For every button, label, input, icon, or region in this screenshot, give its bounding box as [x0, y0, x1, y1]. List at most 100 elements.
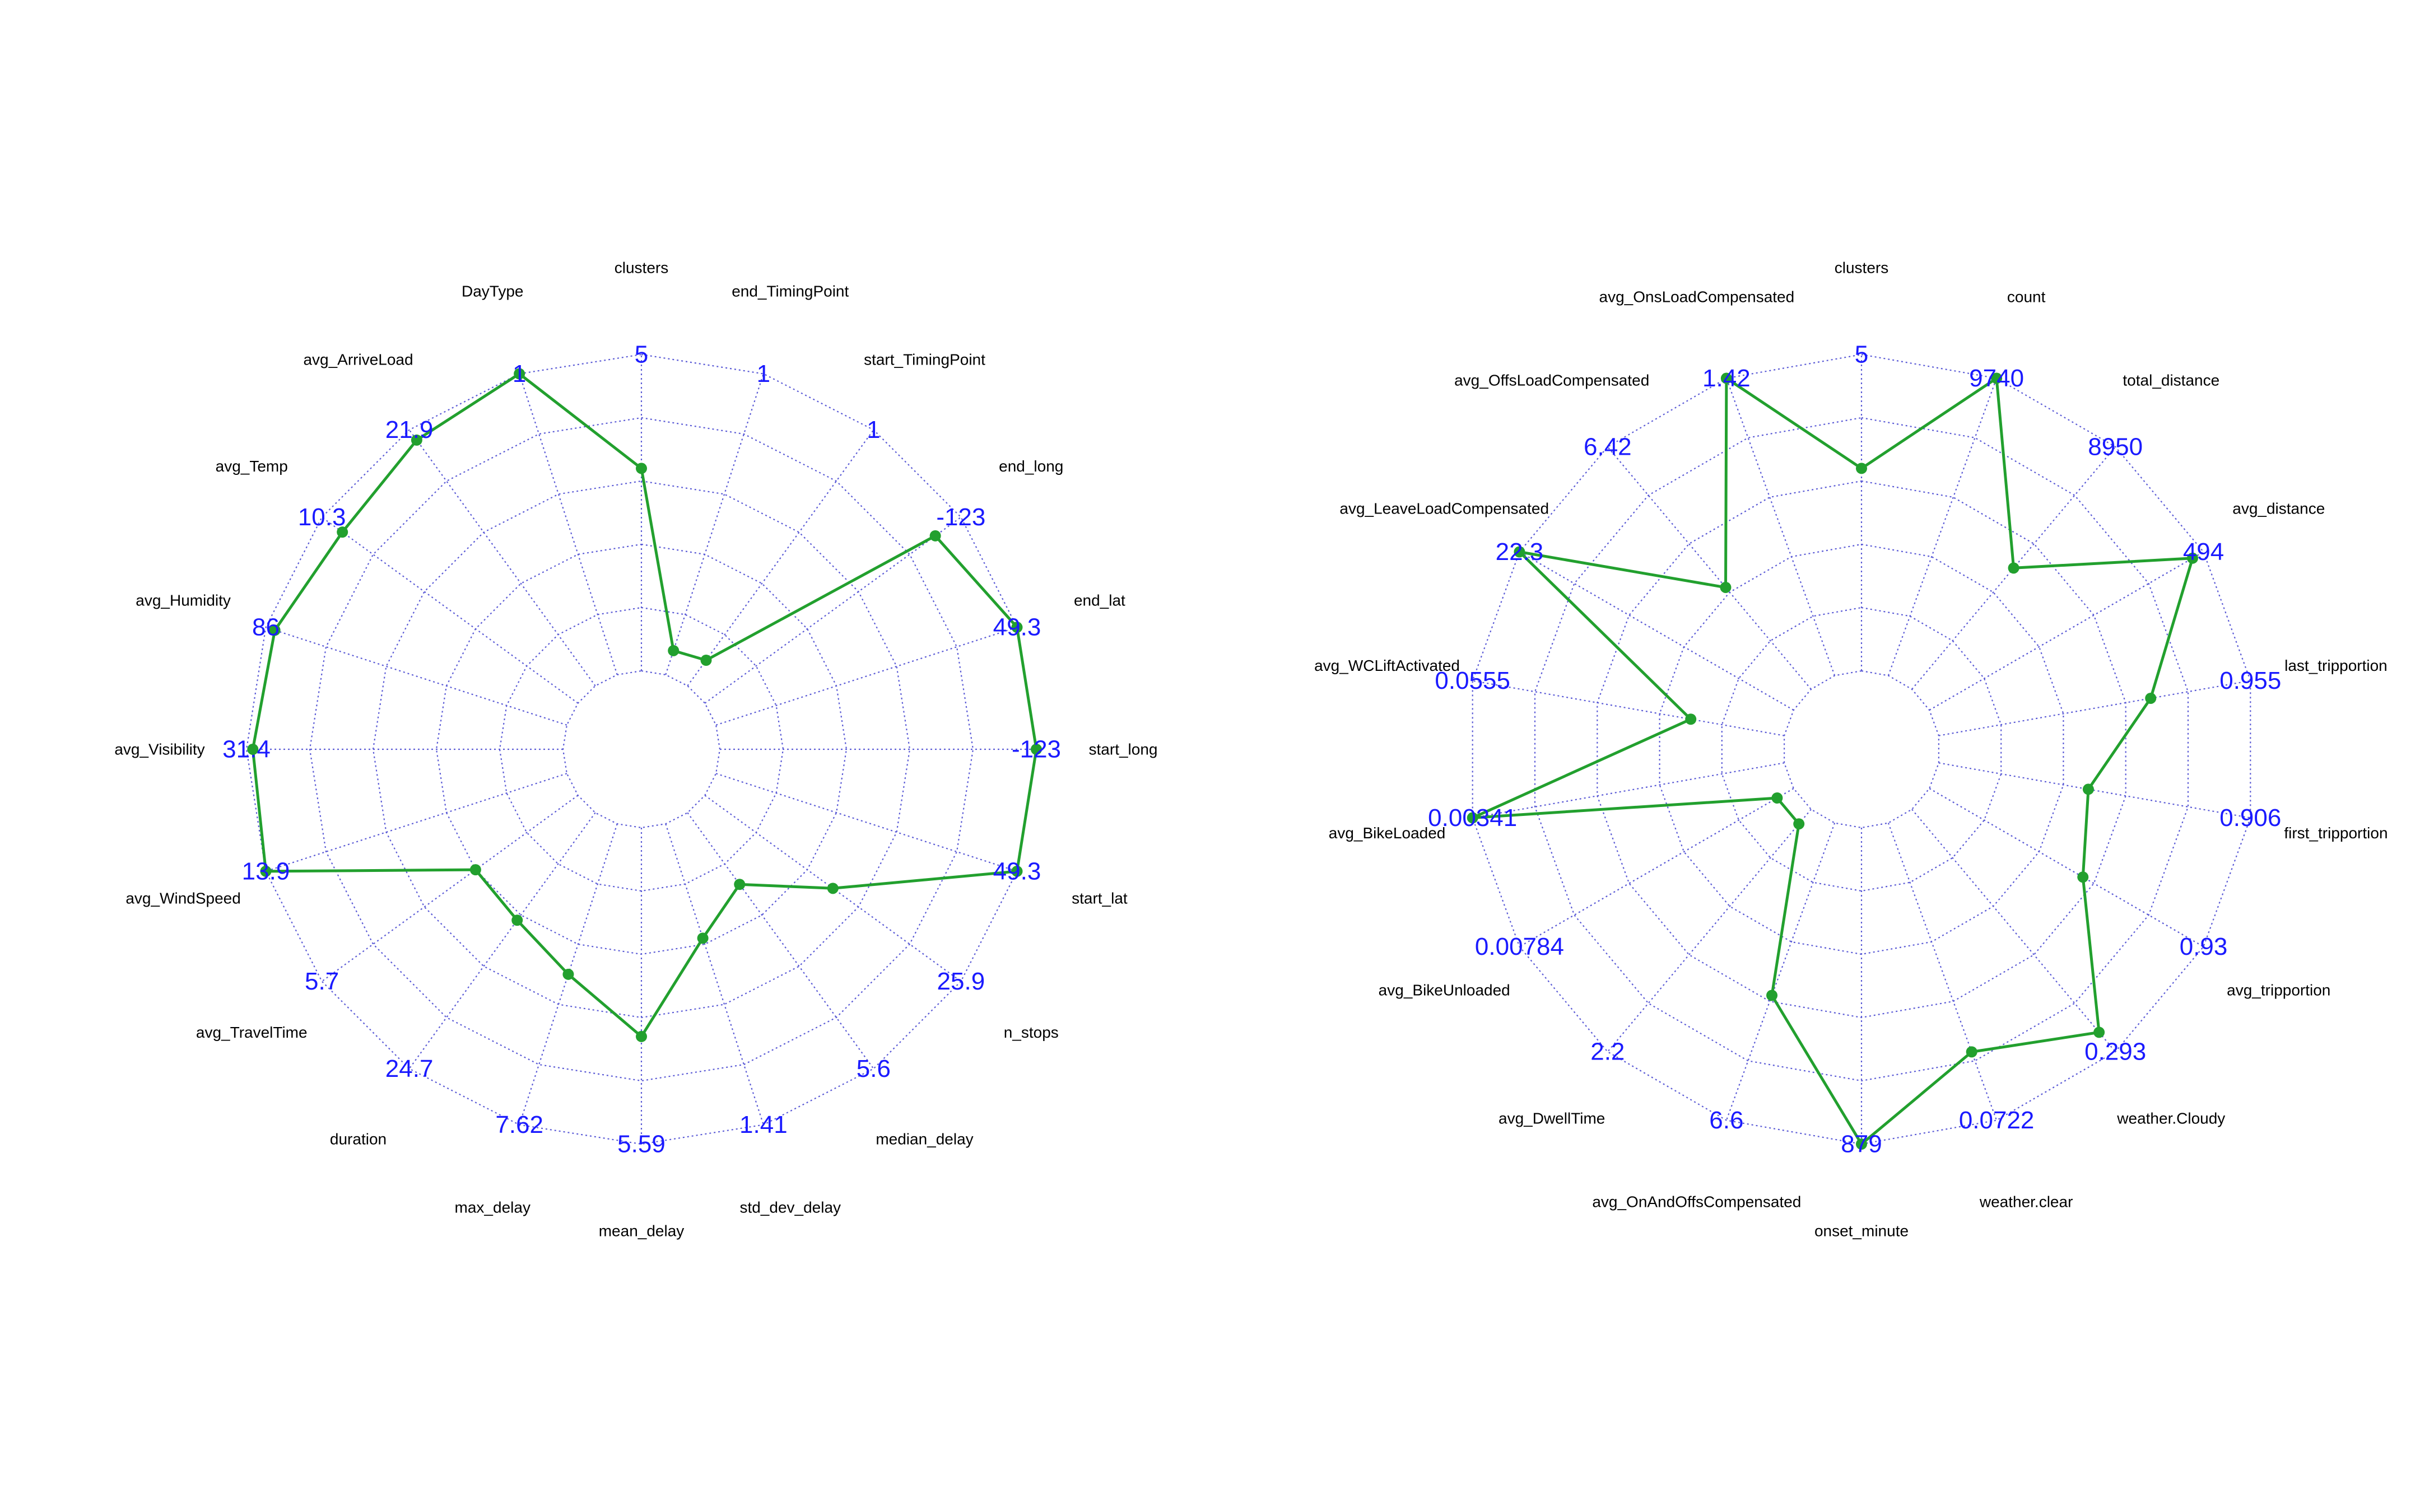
axis-name-label: avg_tripportion — [2227, 982, 2330, 999]
data-point — [1856, 1138, 1867, 1150]
data-point — [269, 624, 281, 636]
axis-max-label: 5 — [635, 341, 648, 368]
grid-spoke — [715, 773, 1017, 872]
data-point — [1031, 744, 1042, 755]
axis-max-label: 1 — [867, 416, 880, 444]
axis-max-label: -123 — [1012, 736, 1061, 763]
data-point — [1467, 812, 1478, 824]
axis-name-label: avg_WindSpeed — [125, 889, 240, 907]
axis-max-label: 2.2 — [1590, 1038, 1625, 1066]
data-point — [734, 879, 746, 890]
axis-max-label: 5.59 — [617, 1131, 666, 1158]
data-point — [2077, 871, 2089, 883]
grid-spoke — [687, 429, 874, 687]
data-point — [700, 655, 712, 666]
axis-name-label: end_lat — [1074, 592, 1125, 609]
axis-name-label: median_delay — [876, 1130, 973, 1147]
grid-spoke — [321, 795, 579, 982]
axis-max-label: 1 — [757, 360, 770, 388]
axis-name-label: start_TimingPoint — [864, 351, 985, 368]
grid-spoke — [665, 823, 764, 1125]
grid-ring — [435, 543, 848, 955]
axis-name-label: n_stops — [1004, 1024, 1059, 1041]
axis-name-label: std_dev_delay — [739, 1198, 841, 1216]
data-point — [668, 645, 680, 656]
data-point — [469, 864, 481, 876]
series-line — [251, 372, 1038, 1038]
axis-max-label: 22.3 — [1496, 538, 1544, 566]
axis-max-label: 86 — [252, 614, 280, 641]
axis-name-label: start_lat — [1072, 889, 1128, 907]
data-point — [636, 1030, 647, 1042]
axis-name-label: avg_LeaveLoadCompensated — [1339, 500, 1549, 517]
axis-name-label: last_tripportion — [2284, 657, 2388, 674]
grid-spoke — [1472, 762, 1785, 819]
axis-name-label: avg_TravelTime — [196, 1024, 308, 1041]
axis-name-label: avg_distance — [2232, 500, 2325, 517]
data-point — [2145, 692, 2157, 704]
axis-max-label: 1 — [513, 360, 526, 388]
axis-name-label: avg_OnAndOffsCompensated — [1592, 1193, 1801, 1211]
axis-name-label: clusters — [615, 259, 668, 277]
axis-max-label: 25.9 — [937, 968, 985, 995]
axis-max-label: 0.0722 — [1959, 1107, 2035, 1134]
data-point — [247, 744, 259, 755]
axis-max-label: 21.9 — [385, 416, 434, 444]
axis-name-label: avg_WCLiftActivated — [1314, 657, 1460, 674]
data-point — [2093, 1026, 2105, 1038]
axis-name-label: end_TimingPoint — [732, 283, 849, 300]
axis-name-label: avg_Humidity — [136, 592, 231, 609]
data-point — [697, 932, 709, 944]
axis-name-label: count — [2007, 288, 2046, 305]
data-point — [1966, 1046, 1977, 1058]
grid-spoke — [1519, 788, 1794, 948]
data-point — [1766, 990, 1778, 1001]
grid-spoke — [1725, 823, 1836, 1121]
axis-name-label: avg_Visibility — [114, 741, 204, 758]
axis-max-label: 494 — [2183, 538, 2224, 566]
grid-spoke — [1725, 378, 1836, 676]
grid-ring — [1721, 606, 2002, 892]
data-point — [1856, 463, 1867, 474]
grid-spoke — [1887, 823, 1998, 1121]
axis-max-label: 24.7 — [385, 1055, 434, 1082]
axis-max-label: 8950 — [2088, 433, 2143, 460]
data-point — [827, 883, 839, 894]
data-point — [337, 526, 348, 538]
axis-name-label: avg_BikeUnloaded — [1379, 982, 1510, 999]
grid-spoke — [1929, 551, 2204, 711]
axis-max-label: 9740 — [1969, 365, 2024, 392]
grid-spoke — [1938, 680, 2251, 736]
axis-max-label: 0.93 — [2180, 933, 2228, 960]
data-point — [411, 434, 422, 446]
axis-max-label: 0.00341 — [1428, 804, 1517, 832]
data-point — [1793, 818, 1805, 830]
axis-name-label: avg_OnsLoadCompensated — [1599, 288, 1795, 305]
grid-spoke — [408, 812, 596, 1070]
data-point — [1720, 581, 1732, 593]
axis-name-label: avg_ArriveLoad — [303, 351, 413, 368]
axis-name-label: max_delay — [455, 1198, 530, 1216]
axis-max-label: 6.6 — [1709, 1107, 1743, 1134]
grid-ring — [1784, 670, 1939, 829]
axis-name-label: total_distance — [2123, 372, 2219, 389]
axis-name-label: avg_OffsLoadCompensated — [1454, 372, 1649, 389]
data-point — [1991, 372, 2003, 384]
data-point — [2186, 552, 2198, 564]
axis-name-label: first_tripportion — [2284, 824, 2388, 842]
grid-ring — [562, 670, 721, 829]
axis-max-label: 879 — [1841, 1131, 1882, 1158]
axis-max-label: 10.3 — [298, 503, 346, 531]
grid-spoke — [1929, 788, 2204, 948]
grid-ring — [499, 606, 784, 892]
axis-max-label: 0.906 — [2219, 804, 2281, 832]
data-point — [1720, 372, 1732, 384]
grid-spoke — [408, 429, 596, 687]
axis-max-label: 5 — [1855, 341, 1868, 368]
grid-spoke — [665, 374, 764, 675]
axis-max-label: 1.42 — [1702, 365, 1751, 392]
axis-name-label: avg_DwellTime — [1498, 1109, 1605, 1127]
grid-ring — [1659, 543, 2064, 955]
data-point — [514, 368, 525, 380]
